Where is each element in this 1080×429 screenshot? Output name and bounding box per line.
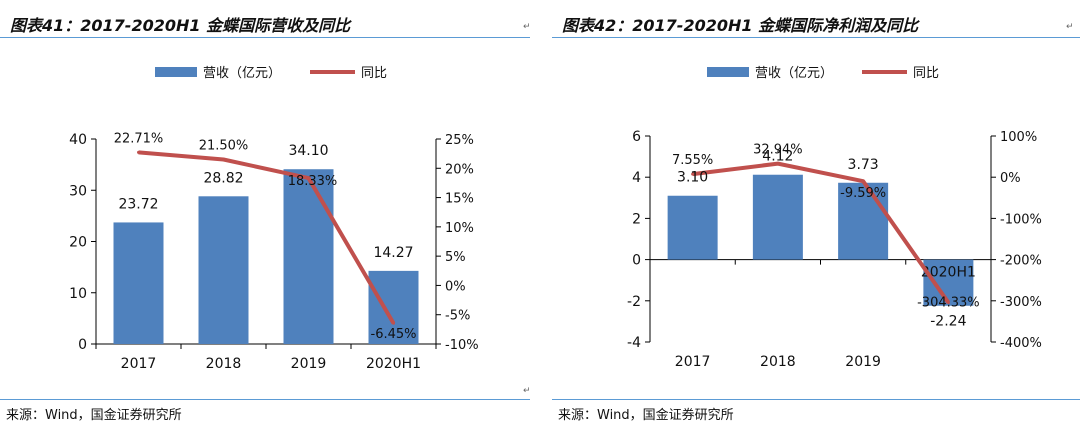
x-tick-label: 2019 (291, 356, 327, 372)
chart-title: 图表42：2017-2020H1 金蝶国际净利润及同比 (562, 16, 919, 35)
line-value-label: 7.55% (672, 153, 713, 168)
line-point (946, 301, 950, 305)
y-tick-label-left: -2 (627, 294, 641, 310)
line-point (307, 176, 310, 180)
title-rule (0, 37, 530, 38)
paragraph-mark-icon: ↵ (1066, 22, 1074, 32)
legend-label: 同比 (361, 66, 387, 81)
title-rule (552, 37, 1080, 38)
x-tick-label: 2020H1 (366, 356, 421, 372)
bar (838, 182, 889, 260)
chart-panel-net-profit: 图表42：2017-2020H1 金蝶国际净利润及同比 ↵ 营收（亿元） 同比 -4… (552, 0, 1080, 429)
bar (113, 222, 164, 344)
source-note: 来源：Wind，国金证券研究所 (558, 408, 734, 423)
y-tick-label-left: 20 (69, 235, 87, 251)
legend-label: 营收（亿元） (755, 66, 833, 81)
legend-label: 同比 (913, 66, 939, 81)
legend-label: 营收（亿元） (203, 66, 281, 81)
source-note: 来源：Wind，国金证券研究所 (6, 408, 182, 423)
bar (667, 195, 718, 260)
line-value-label: -9.59% (840, 186, 886, 201)
y-tick-label-right: -200% (1000, 254, 1042, 269)
y-tick-label-left: 40 (69, 132, 87, 148)
line-value-label: 18.33% (288, 174, 338, 189)
y-tick-label-right: -400% (1000, 336, 1042, 351)
footer-rule (0, 399, 530, 400)
y-tick-label-right: 0% (445, 279, 466, 294)
x-tick-label: 2019 (845, 354, 881, 370)
bar (752, 174, 803, 260)
line-point (776, 162, 780, 166)
bar (368, 270, 419, 344)
legend-swatch-bar (707, 67, 749, 77)
y-tick-label-left: -4 (627, 335, 641, 351)
x-tick-label: 2018 (206, 356, 242, 372)
bar-value-label: 4.12 (762, 149, 793, 165)
line-value-label: 21.50% (199, 139, 249, 154)
line-value-label: -6.45% (371, 327, 417, 342)
line-point (137, 150, 140, 154)
line-point (222, 158, 225, 161)
line-point (861, 179, 865, 183)
y-tick-label-right: -100% (1000, 212, 1042, 227)
paragraph-mark-icon: ↵ (523, 386, 531, 396)
y-tick-label-left: 6 (632, 129, 641, 145)
line-value-label: -304.33% (917, 296, 980, 311)
chart-panel-revenue: 图表41：2017-2020H1 金蝶国际营收及同比 ↵ 营收（亿元） 同比 0 10… (0, 0, 535, 429)
x-tick-label: 2017 (675, 354, 711, 370)
y-tick-label-left: 10 (69, 286, 87, 302)
bar-value-label: 14.27 (373, 245, 413, 261)
series-line (138, 150, 396, 325)
bar-value-label: 3.10 (677, 170, 708, 186)
y-tick-label-left: 0 (78, 337, 87, 353)
y-tick-label-right: -300% (1000, 295, 1042, 310)
x-tick-label: 2018 (760, 354, 796, 370)
y-tick-label-left: 30 (69, 183, 87, 199)
chart-net-profit: 营收（亿元） 同比 -4 -2 0 2 4 6 -400% -300% -200% -100% 0% 10… (627, 66, 1042, 370)
y-tick-label-right: 0% (1000, 171, 1021, 186)
bar-value-label: 34.10 (288, 143, 328, 159)
y-tick-label-right: 20% (445, 162, 474, 177)
line-value-label: 32.94% (753, 143, 803, 158)
y-tick-label-right: 10% (445, 221, 474, 236)
y-tick-label-right: 15% (445, 192, 474, 207)
chart-title: 图表41：2017-2020H1 金蝶国际营收及同比 (10, 16, 351, 35)
y-tick-label-right: -10% (445, 338, 479, 353)
chart-revenue: 营收（亿元） 同比 0 10 20 30 40 -10% -5% 0% 5% 10% 15% 20% 25%… (69, 66, 479, 372)
line-point (691, 172, 695, 176)
bar-value-label: 28.82 (203, 170, 243, 186)
y-tick-label-left: 4 (632, 170, 641, 186)
y-tick-label-right: -5% (445, 309, 470, 324)
bar-value-label: 3.73 (848, 157, 879, 173)
bar (923, 259, 974, 306)
legend-swatch-bar (155, 67, 197, 77)
x-tick-label: 2017 (121, 356, 157, 372)
footer-rule (552, 399, 1080, 400)
bar (283, 169, 334, 344)
y-tick-label-right: 5% (445, 250, 466, 265)
y-tick-label-right: 100% (1000, 130, 1037, 145)
y-tick-label-left: 0 (632, 253, 641, 269)
bar-value-label: 23.72 (118, 196, 158, 212)
y-tick-label-right: 25% (445, 133, 474, 148)
line-value-label: 22.71% (114, 131, 164, 146)
bar-value-label: -2.24 (930, 314, 966, 330)
x-tick-label: 2020H1 (921, 265, 976, 281)
line-point (392, 321, 395, 325)
series-line (692, 161, 951, 304)
bar (198, 196, 249, 344)
y-tick-label-left: 2 (632, 211, 641, 227)
paragraph-mark-icon: ↵ (523, 22, 531, 32)
